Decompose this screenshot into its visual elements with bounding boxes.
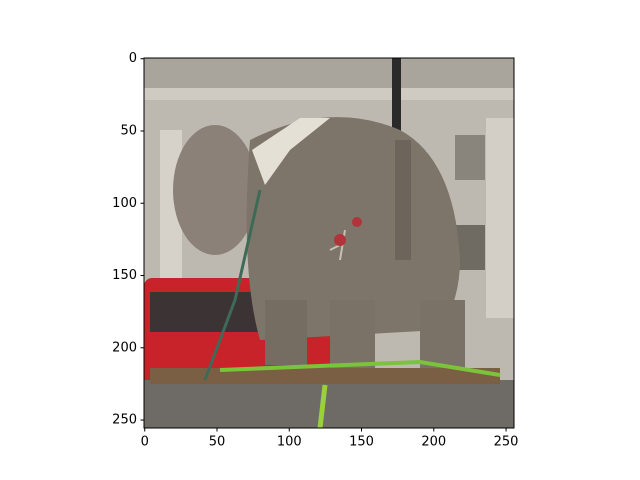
x-tick-label: 250 xyxy=(494,435,519,450)
photo xyxy=(144,58,514,428)
y-tick-label: 0 xyxy=(129,51,137,66)
x-tick-label: 200 xyxy=(421,435,446,450)
y-tick-label: 150 xyxy=(112,268,137,283)
y-tick-label: 50 xyxy=(120,123,137,138)
y-tick-label: 200 xyxy=(112,340,137,355)
axes-frame xyxy=(143,57,515,429)
x-tick-label: 150 xyxy=(349,435,374,450)
x-tick-label: 50 xyxy=(209,435,226,450)
x-tick-label: 100 xyxy=(277,435,302,450)
y-tick-label: 100 xyxy=(112,196,137,211)
y-tick-label: 250 xyxy=(112,413,137,428)
x-tick-label: 0 xyxy=(141,435,149,450)
